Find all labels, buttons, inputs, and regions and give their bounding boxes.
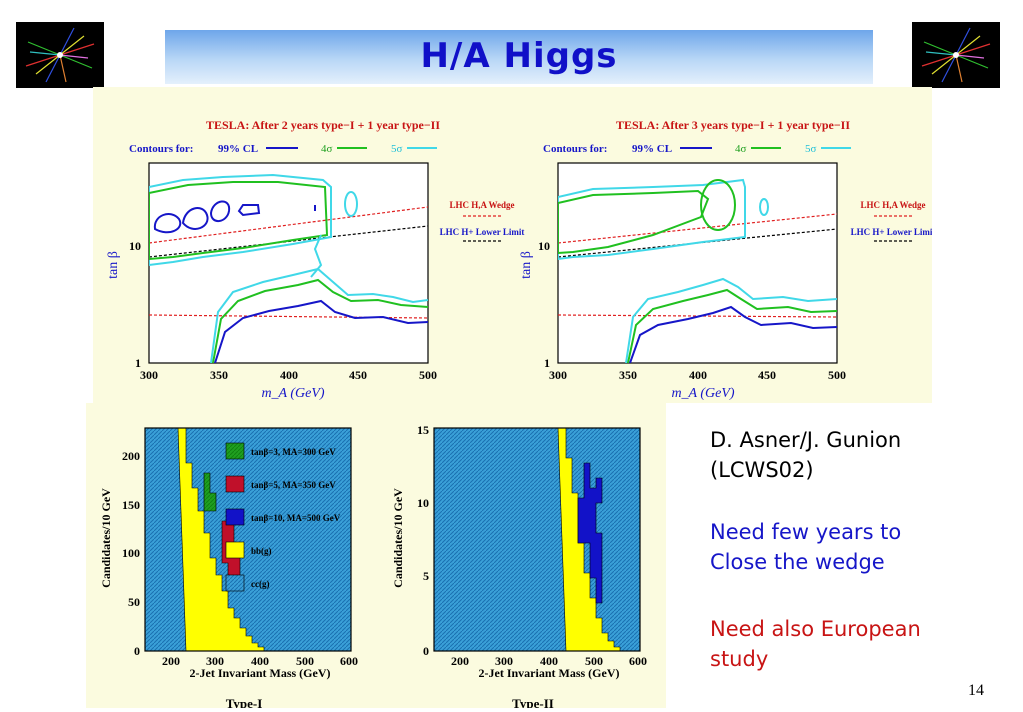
x-tick-label: 300	[549, 368, 567, 382]
x-tick-label: 500	[419, 368, 437, 382]
x-tick-label: 200	[451, 654, 469, 668]
x-tick-label: 300	[495, 654, 513, 668]
x-tick-label: 200	[162, 654, 180, 668]
particle-tracks-icon	[921, 27, 991, 83]
lower-limit-label: LHC H+ Lower Limit	[851, 227, 932, 237]
x-axis-label: 2-Jet Invariant Mass (GeV)	[190, 666, 331, 680]
red-note: Need also European study	[710, 614, 1010, 674]
x-axis-label: m_A (GeV)	[671, 386, 734, 401]
y-tick-label: 10	[417, 496, 429, 510]
x-tick-label: 350	[619, 368, 637, 382]
x-tick-label: 300	[140, 368, 158, 382]
plot-title: TESLA: After 3 years type−I + 1 year typ…	[616, 118, 850, 132]
y-tick-label: 1	[544, 356, 550, 370]
sigma5-label: 5σ	[391, 143, 403, 155]
blue-note: Need few years to Close the wedge	[710, 517, 1010, 577]
x-tick-label: 400	[280, 368, 298, 382]
legend-label: tanβ=5, MA=350 GeV	[251, 480, 336, 490]
legend-label: tanβ=3, MA=300 GeV	[251, 447, 336, 457]
x-tick-label: 600	[340, 654, 358, 668]
contours-label: Contours for:	[543, 143, 607, 155]
y-tick-label: 10	[538, 239, 550, 253]
author-line: D. Asner/J. Gunion	[710, 428, 902, 452]
x-tick-label: 500	[828, 368, 846, 382]
contour-plot-left: TESLA: After 2 years type−I + 1 year typ…	[106, 118, 524, 401]
histogram-caption: Type-I	[226, 696, 263, 708]
y-axis-label: Candidates/10 GeV	[391, 488, 405, 588]
sigma4-label: 4σ	[321, 143, 333, 155]
particle-tracks-icon	[25, 27, 95, 83]
y-axis-label: Candidates/10 GeV	[99, 488, 113, 588]
x-tick-label: 400	[540, 654, 558, 668]
x-tick-label: 450	[758, 368, 776, 382]
y-tick-label: 1	[135, 356, 141, 370]
cl99-label: 99% CL	[632, 143, 672, 155]
note-line: Need few years to	[710, 520, 902, 544]
y-tick-label: 10	[129, 239, 141, 253]
histogram-panel: tanβ=3, MA=300 GeV tanβ=5, MA=350 GeV ta…	[86, 403, 666, 711]
histogram-right: 0 5 10 15 200 300 400 500 600 2-Jet Inva…	[391, 423, 647, 711]
x-tick-label: 500	[585, 654, 603, 668]
y-tick-label: 5	[423, 569, 429, 583]
histogram-caption: Type-II	[512, 696, 554, 708]
x-tick-label: 500	[296, 654, 314, 668]
lower-limit-label: LHC H+ Lower Limit	[440, 227, 525, 237]
x-axis-label: m_A (GeV)	[261, 386, 324, 401]
note-line: Need also European	[710, 617, 921, 641]
wedge-label: LHC H,A Wedge	[860, 200, 925, 210]
x-axis-label: 2-Jet Invariant Mass (GeV)	[479, 666, 620, 680]
event-display-logo-left	[16, 22, 104, 88]
y-tick-label: 200	[122, 449, 140, 463]
note-line: study	[710, 647, 769, 671]
contours-label: Contours for:	[129, 143, 193, 155]
y-tick-label: 50	[128, 595, 140, 609]
legend-label: bb(g)	[251, 546, 272, 556]
author-note: D. Asner/J. Gunion (LCWS02)	[710, 425, 1010, 485]
event-display-logo-right	[912, 22, 1000, 88]
y-axis-label: tan β	[106, 251, 121, 279]
note-line: Close the wedge	[710, 550, 885, 574]
x-tick-label: 300	[206, 654, 224, 668]
legend-label: tanβ=10, MA=500 GeV	[251, 513, 341, 523]
y-axis-label: tan β	[519, 251, 534, 279]
contour-plot-right: TESLA: After 3 years type−I + 1 year typ…	[519, 118, 935, 401]
y-tick-label: 0	[134, 644, 140, 658]
x-tick-label: 600	[629, 654, 647, 668]
sigma4-label: 4σ	[735, 143, 747, 155]
title-bar: H/A Higgs	[165, 30, 873, 84]
legend-label: cc(g)	[251, 579, 269, 589]
histogram-left: tanβ=3, MA=300 GeV tanβ=5, MA=350 GeV ta…	[99, 427, 358, 711]
cl99-label: 99% CL	[218, 143, 258, 155]
author-line: (LCWS02)	[710, 458, 814, 482]
plot-title: TESLA: After 2 years type−I + 1 year typ…	[206, 118, 440, 132]
x-tick-label: 400	[251, 654, 269, 668]
y-tick-label: 100	[122, 546, 140, 560]
slide-title: H/A Higgs	[420, 36, 618, 76]
x-tick-label: 450	[349, 368, 367, 382]
wedge-label: LHC H,A Wedge	[449, 200, 514, 210]
x-tick-label: 350	[210, 368, 228, 382]
contour-plots-figure: TESLA: After 2 years type−I + 1 year typ…	[106, 118, 935, 401]
histogram-figure: tanβ=3, MA=300 GeV tanβ=5, MA=350 GeV ta…	[99, 423, 647, 711]
y-tick-label: 150	[122, 498, 140, 512]
page-number: 14	[968, 682, 984, 699]
contour-plots-panel: TESLA: After 2 years type−I + 1 year typ…	[93, 87, 935, 403]
y-tick-label: 15	[417, 423, 429, 437]
sigma5-label: 5σ	[805, 143, 817, 155]
x-tick-label: 400	[689, 368, 707, 382]
y-tick-label: 0	[423, 644, 429, 658]
